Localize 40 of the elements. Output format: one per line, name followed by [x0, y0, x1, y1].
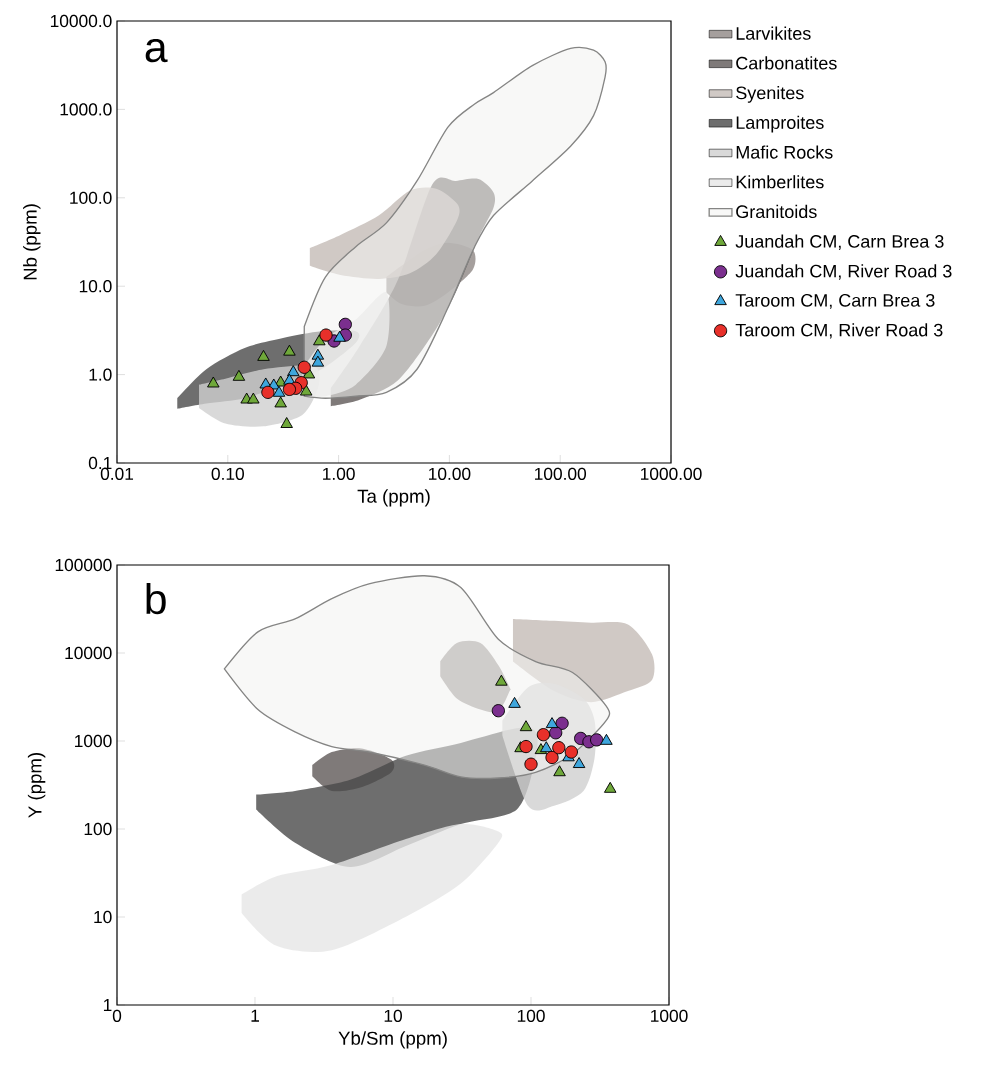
legend-label: Larvikites: [736, 26, 811, 40]
y-tick-label: 10000: [65, 646, 112, 660]
legend-label: Lamproites: [736, 115, 824, 133]
annotation: b: [146, 582, 166, 615]
legend-label: Carbonatites: [736, 56, 837, 70]
x-tick-label: 0.10: [211, 467, 244, 480]
x-tick-label: 0.01: [100, 467, 134, 480]
y-tick-label: 10: [94, 910, 112, 924]
x-tick-label: 100.00: [535, 467, 587, 480]
annotation: a: [145, 38, 168, 63]
y-tick-label: 10000.0: [50, 14, 112, 28]
x-axis-title: Yb/Sm (ppm): [338, 1031, 447, 1049]
x-tick-label: 0: [112, 1009, 122, 1022]
y-tick-label: 1: [103, 999, 112, 1011]
y-tick-label: 100.0: [70, 191, 112, 204]
legend-label: Juandah CM, Carn Brea 3: [735, 234, 944, 250]
legend-label: Juandah CM, River Road 3: [735, 264, 952, 280]
y-axis-title: Nb (ppm): [23, 204, 41, 280]
x-tick-label: 1000: [651, 1009, 688, 1022]
legend-label: Kimberlites: [736, 175, 824, 189]
y-axis-title: Y (ppm): [27, 753, 46, 818]
legend-label: Taroom CM, River Road 3: [735, 323, 943, 339]
legend-label: Taroom CM, Carn Brea 3: [735, 293, 935, 309]
y-tick-label: 100000: [55, 558, 112, 572]
x-tick-label: 1: [251, 1009, 259, 1022]
legend-label: Granitoids: [736, 204, 817, 219]
y-tick-label: 1.0: [89, 368, 112, 381]
y-tick-label: 0.1: [88, 456, 112, 470]
y-tick-label: 10.0: [79, 280, 112, 293]
y-tick-label: 1000.0: [60, 103, 112, 116]
x-tick-label: 1.00: [323, 467, 355, 480]
x-tick-label: 10: [384, 1009, 402, 1022]
x-tick-label: 10.00: [429, 467, 471, 480]
y-tick-label: 100: [84, 822, 112, 836]
x-axis-title: Ta (ppm): [357, 489, 430, 507]
legend-label: Syenites: [736, 86, 804, 103]
x-tick-label: 1000.00: [641, 467, 702, 480]
legend-label: Mafic Rocks: [736, 145, 833, 159]
x-tick-label: 100: [517, 1009, 545, 1022]
y-tick-label: 1000: [75, 734, 112, 748]
